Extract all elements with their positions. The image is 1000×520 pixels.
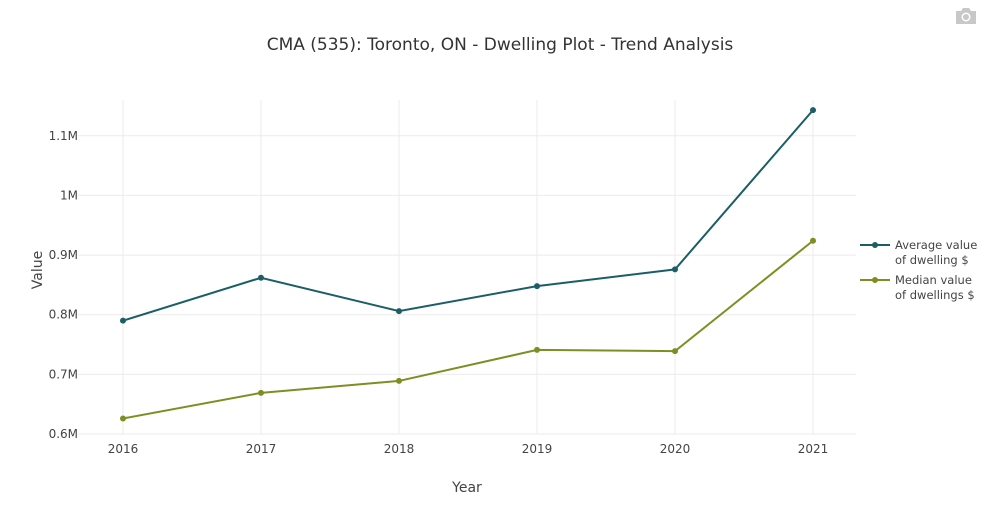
data-point bbox=[672, 348, 678, 355]
grid bbox=[78, 100, 856, 435]
data-point bbox=[120, 415, 126, 422]
series-0 bbox=[120, 107, 816, 324]
series-1 bbox=[120, 237, 816, 422]
x-tick-label: 2018 bbox=[384, 442, 415, 456]
legend-marker bbox=[872, 242, 878, 248]
data-point bbox=[120, 317, 126, 324]
x-tick-label: 2019 bbox=[522, 442, 553, 456]
legend-label: of dwelling $ bbox=[895, 253, 969, 267]
camera-icon[interactable] bbox=[954, 6, 978, 26]
series-line bbox=[122, 109, 814, 322]
x-tick-label: 2016 bbox=[108, 442, 139, 456]
series-layer bbox=[120, 107, 816, 422]
data-point bbox=[810, 237, 816, 244]
series-line bbox=[122, 239, 814, 420]
x-tick-label: 2017 bbox=[246, 442, 277, 456]
x-axis-ticks: 2016 2017 2018 2019 2020 2021 bbox=[108, 442, 829, 456]
y-axis-ticks: 0.6M 0.7M 0.8M 0.9M 1M 1.1M bbox=[49, 129, 78, 441]
legend-label: Average value bbox=[895, 238, 977, 252]
data-point bbox=[534, 283, 540, 290]
data-point bbox=[396, 308, 402, 315]
data-point bbox=[396, 377, 402, 384]
y-tick-label: 0.9M bbox=[49, 248, 78, 262]
x-tick-label: 2021 bbox=[798, 442, 829, 456]
y-tick-label: 1M bbox=[60, 188, 78, 202]
legend-marker bbox=[872, 277, 878, 283]
x-tick-label: 2020 bbox=[660, 442, 691, 456]
y-tick-label: 1.1M bbox=[49, 129, 78, 143]
data-point bbox=[810, 107, 816, 114]
data-point bbox=[258, 389, 264, 396]
x-axis-title: Year bbox=[451, 480, 482, 496]
legend-label: of dwellings $ bbox=[895, 288, 975, 302]
chart-title: CMA (535): Toronto, ON - Dwelling Plot -… bbox=[267, 35, 734, 55]
data-point bbox=[672, 266, 678, 273]
y-tick-label: 0.6M bbox=[49, 427, 78, 441]
y-tick-label: 0.7M bbox=[49, 367, 78, 381]
y-axis-title: Value bbox=[30, 251, 46, 289]
legend-label: Median value bbox=[895, 273, 972, 287]
data-point bbox=[534, 346, 540, 353]
data-point bbox=[258, 274, 264, 281]
y-tick-label: 0.8M bbox=[49, 308, 78, 322]
